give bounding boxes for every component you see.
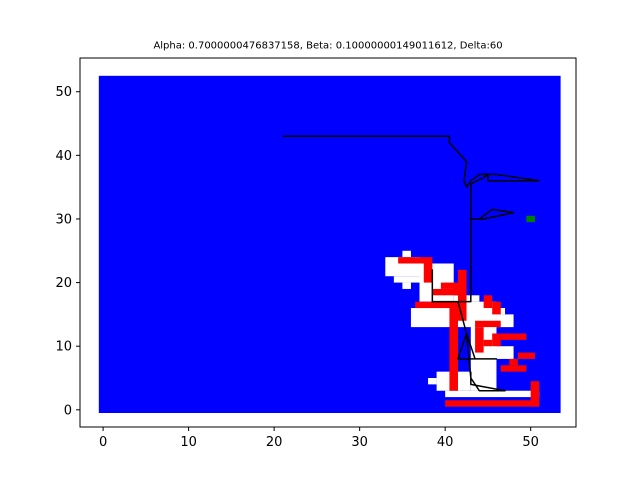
plot-area [98,75,561,414]
chart-title: Alpha: 0.7000000476837158, Beta: 0.10000… [153,41,502,52]
obstacle-cell [445,400,540,407]
x-tick-label: 30 [351,435,368,450]
y-tick-label: 0 [64,403,72,418]
obstacle-cell [415,301,458,309]
obstacle-cell [517,352,535,359]
y-axis: 0 10 20 30 40 50 [55,85,80,418]
explored-cell [445,390,540,398]
explored-cell [428,378,437,385]
obstacle-cell [423,263,433,283]
obstacle-cell [530,381,540,407]
explored-cell [453,295,480,302]
obstacle-cell [475,320,501,328]
obstacle-cell [449,308,458,391]
y-tick-label: 20 [55,276,72,291]
obstacle-cell [475,327,484,353]
x-tick-label: 20 [266,435,283,450]
obstacle-cell [432,288,458,296]
y-tick-label: 40 [55,149,72,164]
obstacle-cell [492,301,501,315]
x-axis: 0 10 20 30 40 50 [99,427,539,450]
x-tick-label: 40 [437,435,454,450]
axes-frame [79,57,577,428]
y-tick-label: 30 [55,212,72,227]
goal-marker [526,215,535,223]
x-tick-label: 50 [522,435,539,450]
explored-cell [496,346,514,359]
path-line [282,135,540,392]
obstacle-cell [398,257,433,264]
x-tick-label: 10 [180,435,197,450]
obstacle-cell [509,358,518,366]
obstacle-cell [440,282,458,289]
obstacle-region [398,257,540,407]
y-tick-label: 10 [55,340,72,355]
obstacle-cell [492,333,501,347]
explored-cell [402,282,411,289]
obstacle-cell [483,295,493,309]
x-tick-label: 0 [99,435,107,450]
obstacle-cell [457,269,467,321]
obstacle-cell [500,333,527,340]
y-tick-label: 50 [55,85,72,100]
obstacle-cell [483,339,493,347]
explored-cell [393,276,420,283]
obstacle-cell [517,365,527,372]
explored-cell [402,250,411,258]
obstacle-cell [500,365,518,372]
